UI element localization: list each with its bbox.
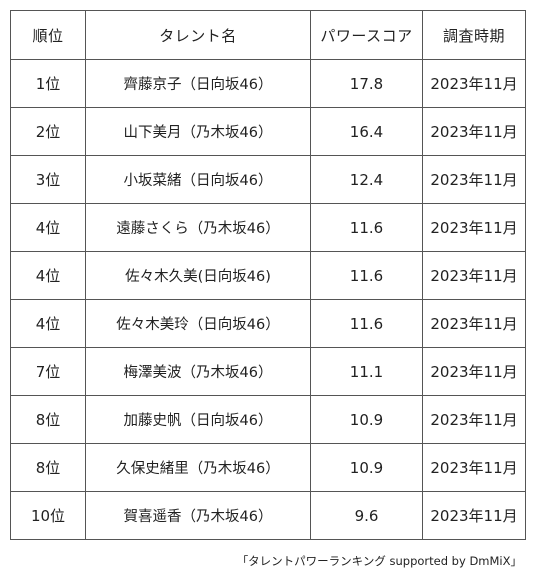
power-score-cell: 11.6	[310, 299, 423, 348]
table-row: 8位 久保史緒里（乃木坂46） 10.9 2023年11月	[10, 443, 526, 492]
table-row: 7位 梅澤美波（乃木坂46） 11.1 2023年11月	[10, 347, 526, 396]
talent-name-cell: 梅澤美波（乃木坂46）	[85, 347, 311, 396]
table-body: 1位 齊藤京子（日向坂46） 17.8 2023年11月 2位 山下美月（乃木坂46） 16…	[10, 59, 526, 540]
survey-period-cell: 2023年11月	[422, 443, 526, 492]
rank-cell: 4位	[10, 203, 86, 252]
power-score-cell: 10.9	[310, 395, 423, 444]
header-talent-name: タレント名	[85, 10, 311, 60]
rank-cell: 4位	[10, 299, 86, 348]
table-row: 4位 佐々木美玲（日向坂46） 11.6 2023年11月	[10, 299, 526, 348]
rank-cell: 3位	[10, 155, 86, 204]
talent-name-cell: 佐々木美玲（日向坂46）	[85, 299, 311, 348]
talent-name-cell: 齊藤京子（日向坂46）	[85, 59, 311, 108]
power-score-cell: 9.6	[310, 491, 423, 540]
power-score-cell: 10.9	[310, 443, 423, 492]
survey-period-cell: 2023年11月	[422, 251, 526, 300]
power-score-cell: 11.6	[310, 203, 423, 252]
table-row: 2位 山下美月（乃木坂46） 16.4 2023年11月	[10, 107, 526, 156]
talent-name-cell: 久保史緒里（乃木坂46）	[85, 443, 311, 492]
table-row: 8位 加藤史帆（日向坂46） 10.9 2023年11月	[10, 395, 526, 444]
power-score-cell: 16.4	[310, 107, 423, 156]
talent-name-cell: 加藤史帆（日向坂46）	[85, 395, 311, 444]
rank-cell: 2位	[10, 107, 86, 156]
survey-period-cell: 2023年11月	[422, 347, 526, 396]
power-score-cell: 11.1	[310, 347, 423, 396]
talent-name-cell: 小坂菜緒（日向坂46）	[85, 155, 311, 204]
power-score-cell: 17.8	[310, 59, 423, 108]
table-row: 10位 賀喜遥香（乃木坂46） 9.6 2023年11月	[10, 491, 526, 540]
survey-period-cell: 2023年11月	[422, 107, 526, 156]
talent-name-cell: 山下美月（乃木坂46）	[85, 107, 311, 156]
table-row: 3位 小坂菜緒（日向坂46） 12.4 2023年11月	[10, 155, 526, 204]
survey-period-cell: 2023年11月	[422, 203, 526, 252]
power-score-cell: 12.4	[310, 155, 423, 204]
survey-period-cell: 2023年11月	[422, 59, 526, 108]
table-row: 4位 佐々木久美(日向坂46) 11.6 2023年11月	[10, 251, 526, 300]
table-row: 1位 齊藤京子（日向坂46） 17.8 2023年11月	[10, 59, 526, 108]
survey-period-cell: 2023年11月	[422, 491, 526, 540]
talent-name-cell: 遠藤さくら（乃木坂46）	[85, 203, 311, 252]
header-rank: 順位	[10, 10, 86, 60]
rank-cell: 8位	[10, 395, 86, 444]
survey-period-cell: 2023年11月	[422, 155, 526, 204]
rank-cell: 8位	[10, 443, 86, 492]
survey-period-cell: 2023年11月	[422, 299, 526, 348]
rank-cell: 1位	[10, 59, 86, 108]
table-header: 順位 タレント名 パワースコア 調査時期	[10, 10, 526, 60]
power-score-cell: 11.6	[310, 251, 423, 300]
talent-name-cell: 賀喜遥香（乃木坂46）	[85, 491, 311, 540]
rank-cell: 7位	[10, 347, 86, 396]
survey-period-cell: 2023年11月	[422, 395, 526, 444]
header-row: 順位 タレント名 パワースコア 調査時期	[10, 10, 526, 60]
source-caption: 「タレントパワーランキング supported by DmMiX」	[236, 554, 522, 568]
talent-name-cell: 佐々木久美(日向坂46)	[85, 251, 311, 300]
rank-cell: 10位	[10, 491, 86, 540]
header-survey-period: 調査時期	[422, 10, 526, 60]
ranking-table: 順位 タレント名 パワースコア 調査時期 1位 齊藤京子（日向坂46） 17.8 20…	[10, 10, 526, 540]
table-row: 4位 遠藤さくら（乃木坂46） 11.6 2023年11月	[10, 203, 526, 252]
rank-cell: 4位	[10, 251, 86, 300]
header-power-score: パワースコア	[310, 10, 423, 60]
